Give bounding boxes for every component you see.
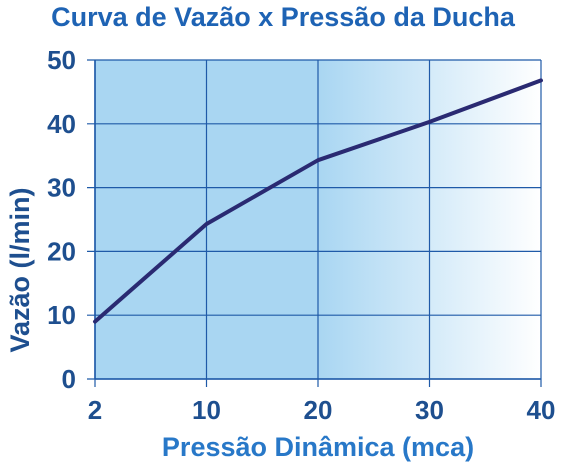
y-tick-label-40: 40: [47, 109, 76, 139]
y-axis-label: Vazão (l/min): [5, 187, 35, 352]
chart-title: Curva de Vazão x Pressão da Ducha: [51, 2, 516, 32]
y-tick-label-0: 0: [62, 364, 76, 394]
series-line-0: [93, 78, 543, 324]
x-tick-label-30: 30: [415, 395, 444, 425]
x-tick-label-10: 10: [192, 395, 221, 425]
y-tick-label-10: 10: [47, 300, 76, 330]
x-axis-label: Pressão Dinâmica (mca): [162, 432, 474, 462]
series-layer: [93, 78, 543, 324]
x-tick-label-2: 2: [88, 395, 102, 425]
x-tick-label-20: 20: [304, 395, 333, 425]
y-tick-label-20: 20: [47, 236, 76, 266]
y-tick-label-50: 50: [47, 45, 76, 75]
tick-labels: 2 10 20 30 40 0 10 20 30 40 50: [47, 45, 555, 425]
x-tick-label-40: 40: [527, 395, 556, 425]
y-tick-label-30: 30: [47, 173, 76, 203]
